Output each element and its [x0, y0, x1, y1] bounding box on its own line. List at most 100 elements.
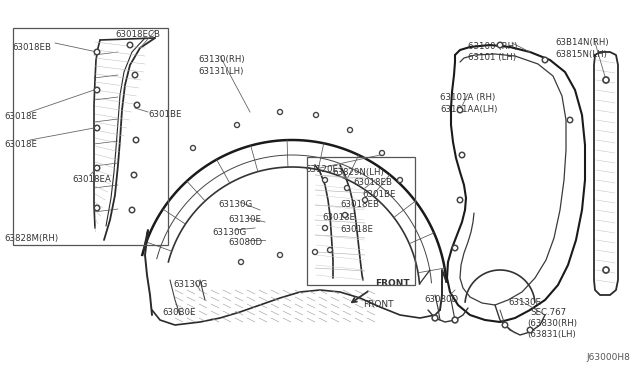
Circle shape: [342, 212, 348, 218]
Circle shape: [133, 137, 139, 143]
Text: 63101A (RH): 63101A (RH): [440, 93, 495, 102]
Circle shape: [605, 269, 607, 272]
Text: 63018EB: 63018EB: [353, 178, 392, 187]
Circle shape: [314, 251, 316, 253]
Text: 63101AA(LH): 63101AA(LH): [440, 105, 497, 114]
Circle shape: [529, 329, 531, 331]
Text: 63815N(LH): 63815N(LH): [555, 50, 607, 59]
Circle shape: [461, 154, 463, 156]
Circle shape: [434, 317, 436, 319]
Text: 63018EB: 63018EB: [12, 43, 51, 52]
Circle shape: [94, 165, 100, 171]
Circle shape: [323, 177, 328, 183]
Circle shape: [94, 87, 100, 93]
Text: J63000H8: J63000H8: [586, 353, 630, 362]
Text: 63828M(RH): 63828M(RH): [4, 234, 58, 243]
Circle shape: [452, 317, 458, 323]
Circle shape: [96, 89, 99, 91]
Text: 63130E: 63130E: [508, 298, 541, 307]
Circle shape: [315, 114, 317, 116]
Circle shape: [191, 145, 195, 151]
Circle shape: [603, 267, 609, 273]
Circle shape: [329, 249, 331, 251]
Circle shape: [129, 207, 135, 213]
Circle shape: [542, 57, 548, 63]
Text: (63830(RH): (63830(RH): [527, 319, 577, 328]
Circle shape: [380, 151, 385, 155]
Circle shape: [328, 247, 333, 253]
Text: 6301BE: 6301BE: [148, 110, 182, 119]
Circle shape: [192, 147, 194, 149]
Circle shape: [323, 225, 328, 231]
Circle shape: [131, 172, 137, 178]
Circle shape: [457, 107, 463, 113]
Bar: [13, 28, 168, 245]
Circle shape: [132, 174, 135, 176]
Circle shape: [312, 250, 317, 254]
Circle shape: [569, 119, 572, 121]
Circle shape: [603, 77, 609, 83]
Circle shape: [127, 42, 133, 48]
Circle shape: [132, 72, 138, 78]
Text: 63018E: 63018E: [340, 225, 373, 234]
Circle shape: [94, 49, 100, 55]
Text: 63130G: 63130G: [218, 200, 252, 209]
Circle shape: [136, 104, 138, 106]
Circle shape: [239, 260, 243, 264]
Text: 63131(LH): 63131(LH): [198, 67, 243, 76]
Circle shape: [397, 177, 403, 183]
Circle shape: [314, 112, 319, 118]
Circle shape: [96, 207, 99, 209]
Circle shape: [278, 109, 282, 115]
Circle shape: [527, 327, 532, 333]
Text: 63829N(LH): 63829N(LH): [332, 168, 384, 177]
Circle shape: [324, 227, 326, 229]
Text: 63130E: 63130E: [228, 215, 261, 224]
Circle shape: [240, 261, 242, 263]
Text: 63018EB: 63018EB: [340, 200, 379, 209]
Circle shape: [567, 117, 573, 123]
Circle shape: [544, 59, 547, 61]
Circle shape: [432, 315, 438, 321]
Text: FRONT: FRONT: [363, 300, 394, 309]
Circle shape: [457, 197, 463, 203]
Circle shape: [454, 247, 456, 249]
Text: 63018E: 63018E: [322, 213, 355, 222]
Circle shape: [324, 179, 326, 181]
Text: 63018E: 63018E: [4, 112, 37, 121]
Circle shape: [279, 111, 281, 113]
Text: 63130G: 63130G: [173, 280, 207, 289]
Circle shape: [134, 74, 136, 76]
Circle shape: [346, 187, 348, 189]
Text: FRONT: FRONT: [375, 279, 410, 288]
Text: 6301BE: 6301BE: [362, 190, 396, 199]
Circle shape: [497, 42, 503, 48]
Circle shape: [502, 322, 508, 328]
Circle shape: [94, 125, 100, 131]
Text: 63080D: 63080D: [228, 238, 262, 247]
Circle shape: [504, 324, 506, 326]
Circle shape: [459, 199, 461, 201]
Text: (63831(LH): (63831(LH): [527, 330, 576, 339]
Text: 63018ECB: 63018ECB: [115, 30, 160, 39]
Text: 63B14N(RH): 63B14N(RH): [555, 38, 609, 47]
Circle shape: [134, 102, 140, 108]
Bar: [307, 157, 415, 285]
Circle shape: [131, 209, 133, 211]
Circle shape: [278, 253, 282, 257]
Text: 63018EA: 63018EA: [72, 175, 111, 184]
Circle shape: [96, 167, 99, 169]
Circle shape: [135, 139, 137, 141]
Circle shape: [96, 51, 99, 53]
Circle shape: [349, 129, 351, 131]
Text: 630B0E: 630B0E: [162, 308, 195, 317]
Circle shape: [605, 78, 607, 81]
Text: 63130G: 63130G: [212, 228, 246, 237]
Text: SEC.767: SEC.767: [530, 308, 566, 317]
Circle shape: [129, 44, 131, 46]
Circle shape: [94, 205, 100, 211]
Circle shape: [279, 254, 281, 256]
Circle shape: [381, 152, 383, 154]
Circle shape: [459, 109, 461, 111]
Text: 63080D: 63080D: [424, 295, 458, 304]
